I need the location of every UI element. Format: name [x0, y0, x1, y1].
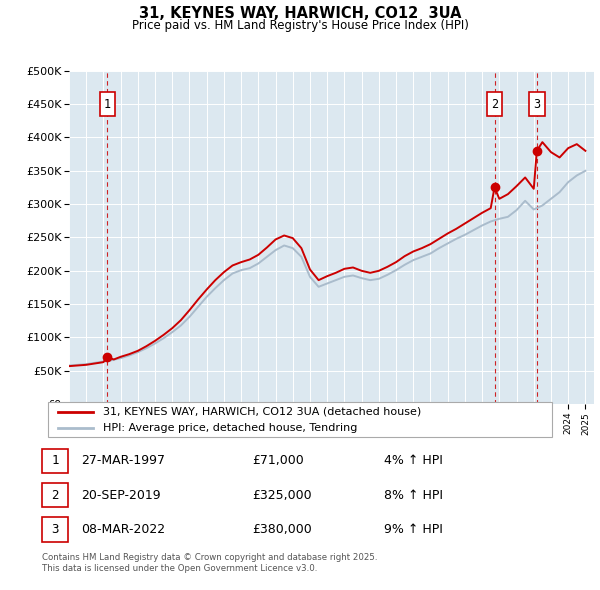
Text: £380,000: £380,000 — [252, 523, 312, 536]
Text: 2: 2 — [52, 489, 59, 502]
Text: 3: 3 — [52, 523, 59, 536]
Text: 4% ↑ HPI: 4% ↑ HPI — [384, 454, 443, 467]
Text: 8% ↑ HPI: 8% ↑ HPI — [384, 489, 443, 502]
FancyBboxPatch shape — [487, 93, 502, 116]
Text: Price paid vs. HM Land Registry's House Price Index (HPI): Price paid vs. HM Land Registry's House … — [131, 19, 469, 32]
FancyBboxPatch shape — [48, 402, 552, 437]
Text: £71,000: £71,000 — [252, 454, 304, 467]
Text: 2: 2 — [491, 97, 498, 111]
Text: 20-SEP-2019: 20-SEP-2019 — [81, 489, 161, 502]
Text: 3: 3 — [533, 97, 541, 111]
Text: £325,000: £325,000 — [252, 489, 311, 502]
Text: 9% ↑ HPI: 9% ↑ HPI — [384, 523, 443, 536]
Text: HPI: Average price, detached house, Tendring: HPI: Average price, detached house, Tend… — [103, 423, 358, 433]
Text: 1: 1 — [52, 454, 59, 467]
Text: Contains HM Land Registry data © Crown copyright and database right 2025.
This d: Contains HM Land Registry data © Crown c… — [42, 553, 377, 573]
FancyBboxPatch shape — [529, 93, 545, 116]
Text: 31, KEYNES WAY, HARWICH, CO12  3UA: 31, KEYNES WAY, HARWICH, CO12 3UA — [139, 6, 461, 21]
Text: 1: 1 — [104, 97, 111, 111]
Text: 08-MAR-2022: 08-MAR-2022 — [81, 523, 165, 536]
Text: 31, KEYNES WAY, HARWICH, CO12 3UA (detached house): 31, KEYNES WAY, HARWICH, CO12 3UA (detac… — [103, 407, 422, 417]
Text: 27-MAR-1997: 27-MAR-1997 — [81, 454, 165, 467]
FancyBboxPatch shape — [100, 93, 115, 116]
